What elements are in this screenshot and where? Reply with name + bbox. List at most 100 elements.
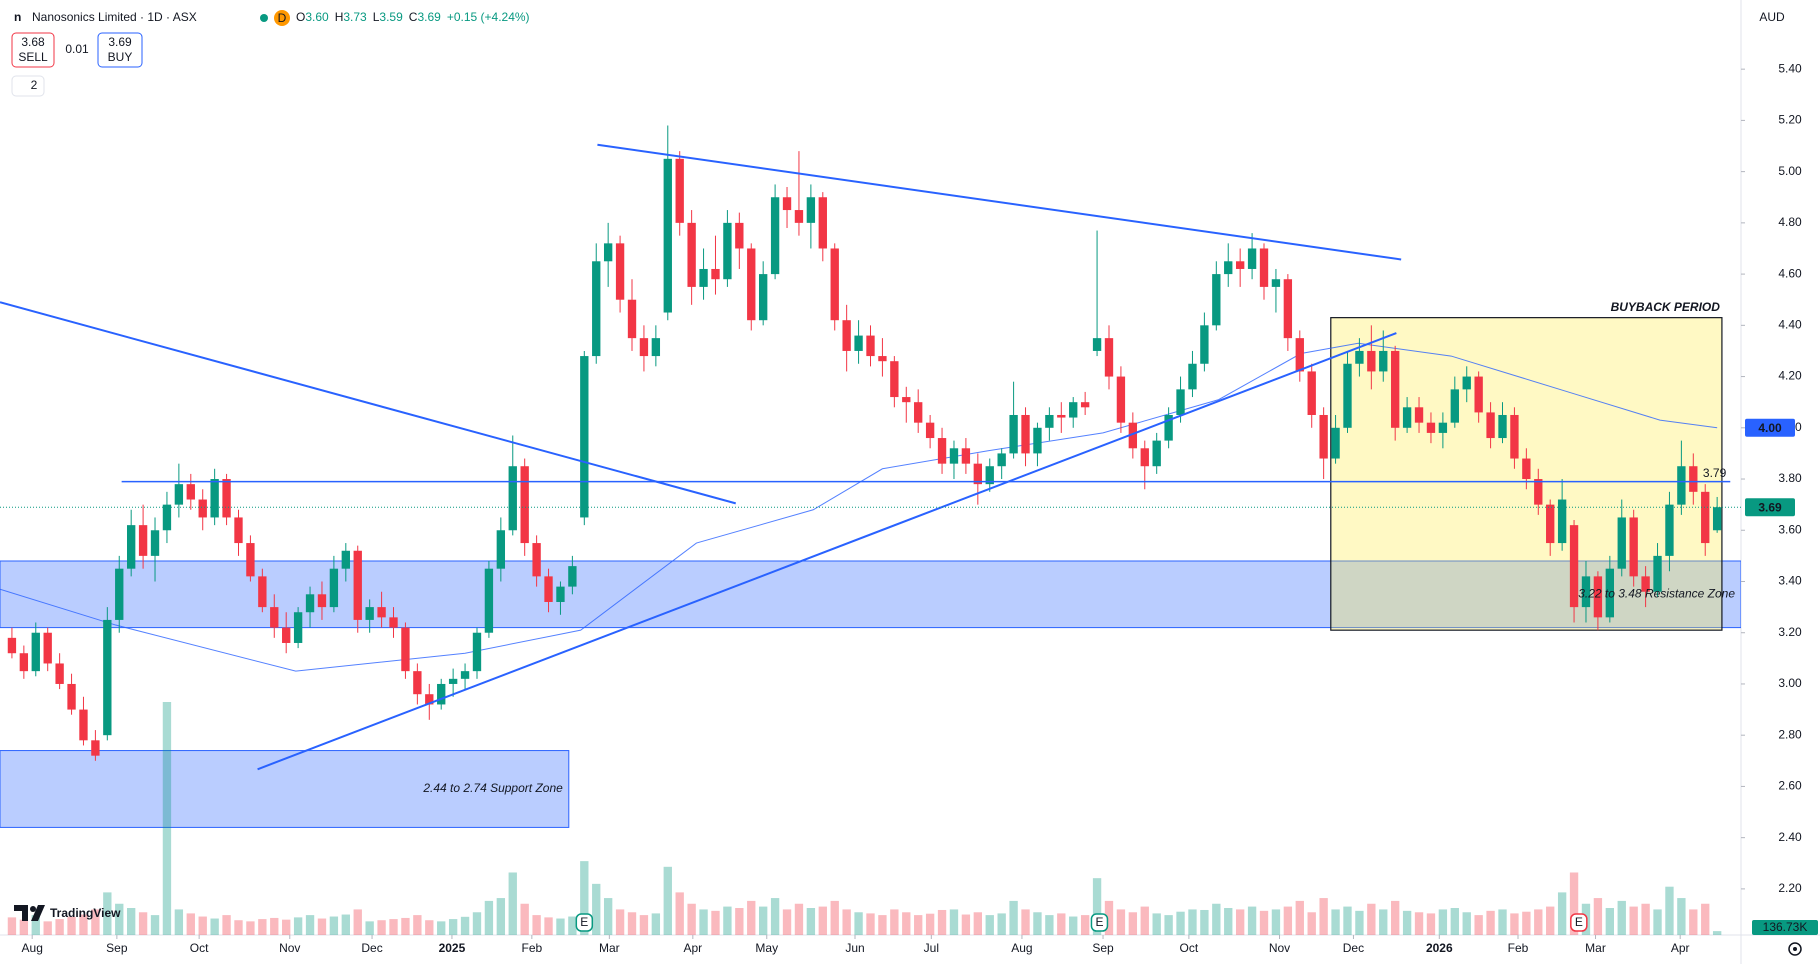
volume-bar xyxy=(67,916,76,935)
x-tick-label: Sep xyxy=(106,941,128,955)
volume-bar xyxy=(615,909,625,935)
volume-bar xyxy=(55,919,64,935)
candle-body xyxy=(568,566,577,587)
volume-bar xyxy=(1021,909,1030,935)
volume-bar xyxy=(699,909,708,935)
candle-body xyxy=(198,499,207,518)
logo-glyph xyxy=(30,906,36,912)
candle-body xyxy=(818,197,827,249)
sell-label[interactable]: SELL xyxy=(18,50,48,64)
brand-name: TradingView xyxy=(50,906,121,920)
event-marker[interactable] xyxy=(575,913,594,932)
candle-body xyxy=(1307,371,1316,415)
candle-body xyxy=(1080,402,1090,408)
settings-gear[interactable] xyxy=(1793,947,1797,951)
candle-body xyxy=(759,274,768,321)
sell-button[interactable] xyxy=(11,32,55,68)
volume-bar xyxy=(842,909,851,935)
ohlc-value: 3.69 xyxy=(417,10,441,24)
candle-body xyxy=(246,543,255,577)
sell-price[interactable]: 3.68 xyxy=(21,35,45,49)
volume-bar xyxy=(818,906,827,935)
candle-body xyxy=(377,607,386,618)
volume-bar xyxy=(937,909,947,935)
y-tick-label: 5.00 xyxy=(1778,164,1802,178)
ohlc-readout: O3.60 H3.73 L3.59 C3.69 +0.15 (+4.24%) xyxy=(296,10,530,24)
volume-bar xyxy=(1486,910,1495,935)
volume-bar xyxy=(1557,892,1567,935)
candle-body xyxy=(1486,412,1495,439)
candle-body xyxy=(1355,350,1364,364)
event-label[interactable]: E xyxy=(580,915,588,929)
candle-body xyxy=(186,484,195,500)
settings-icon[interactable] xyxy=(1788,942,1802,956)
volume-bar xyxy=(31,915,40,935)
volume-bar xyxy=(508,872,517,935)
indicators-count[interactable]: 2 xyxy=(31,78,38,92)
volume-bar xyxy=(1212,903,1221,935)
candle-body xyxy=(961,448,971,464)
candle-body xyxy=(1522,458,1531,480)
indicators-toggle[interactable] xyxy=(11,75,45,97)
ohlc-value: 3.59 xyxy=(379,10,403,24)
volume-bar xyxy=(1712,931,1722,935)
volume-bar xyxy=(496,898,506,935)
candle-body xyxy=(508,466,517,531)
candle-body xyxy=(1104,338,1114,377)
volume-bar xyxy=(1343,906,1352,935)
volume-bar xyxy=(317,918,327,935)
candle-body xyxy=(1200,325,1209,364)
candle-body xyxy=(1069,402,1078,418)
volume-tag xyxy=(1752,920,1818,935)
candle-body xyxy=(1092,338,1102,351)
candle-body xyxy=(1128,422,1138,449)
x-tick-label: Feb xyxy=(521,941,542,955)
candle-body xyxy=(1605,568,1615,618)
volume-bar xyxy=(1188,909,1197,935)
buy-price[interactable]: 3.69 xyxy=(108,35,132,49)
candle-body xyxy=(79,709,88,741)
candle-body xyxy=(1438,422,1448,433)
candle-body xyxy=(770,197,780,275)
event-label[interactable]: E xyxy=(1095,915,1103,929)
candle-body xyxy=(222,479,231,518)
candle-body xyxy=(914,402,923,423)
candle-body xyxy=(1212,274,1221,326)
candle-body xyxy=(496,530,506,569)
event-label[interactable]: E xyxy=(1575,915,1583,929)
candle-body xyxy=(174,484,184,505)
volume-bar xyxy=(902,912,911,935)
volume-bar xyxy=(174,909,184,935)
volume-bar xyxy=(1069,916,1078,935)
volume-bar xyxy=(1402,910,1412,935)
x-tick-label: Dec xyxy=(1343,941,1364,955)
event-marker[interactable] xyxy=(1570,913,1588,932)
volume-bar xyxy=(1641,903,1650,935)
y-tick-label: 3.80 xyxy=(1778,471,1802,485)
volume-bar xyxy=(138,912,148,935)
volume-bar xyxy=(186,913,195,935)
candle-body xyxy=(1033,427,1042,454)
buy-button[interactable] xyxy=(97,32,143,68)
buy-label[interactable]: BUY xyxy=(108,50,133,64)
candle-body xyxy=(43,632,52,664)
volume-bar xyxy=(1235,909,1245,935)
price-zone xyxy=(0,750,570,828)
volume-bar xyxy=(1426,913,1436,935)
candle-body xyxy=(162,504,172,531)
candle-body xyxy=(270,607,279,628)
event-marker[interactable] xyxy=(1090,913,1109,932)
volume-bar xyxy=(1092,878,1102,935)
settings-gear[interactable] xyxy=(1788,942,1802,956)
candle-body xyxy=(91,740,100,756)
candle-body xyxy=(1295,338,1304,372)
volume-bar xyxy=(1653,909,1662,935)
candle-body xyxy=(1581,576,1591,608)
currency[interactable]: AUD xyxy=(1759,10,1785,24)
candle-body xyxy=(282,627,291,643)
volume-bar xyxy=(520,903,529,935)
candle-body xyxy=(1188,363,1197,390)
x-tick-label: Nov xyxy=(279,941,300,955)
x-tick-label: Mar xyxy=(599,941,620,955)
volume-bar xyxy=(1438,909,1448,935)
